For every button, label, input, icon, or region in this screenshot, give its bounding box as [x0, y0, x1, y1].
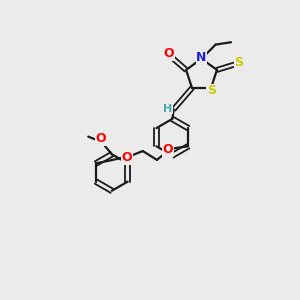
Text: S: S [235, 56, 244, 69]
Text: S: S [207, 85, 216, 98]
Text: H: H [163, 103, 172, 114]
Text: N: N [196, 51, 207, 64]
Text: O: O [95, 133, 106, 146]
Text: O: O [164, 47, 174, 60]
Text: O: O [122, 151, 133, 164]
Text: O: O [163, 143, 173, 156]
